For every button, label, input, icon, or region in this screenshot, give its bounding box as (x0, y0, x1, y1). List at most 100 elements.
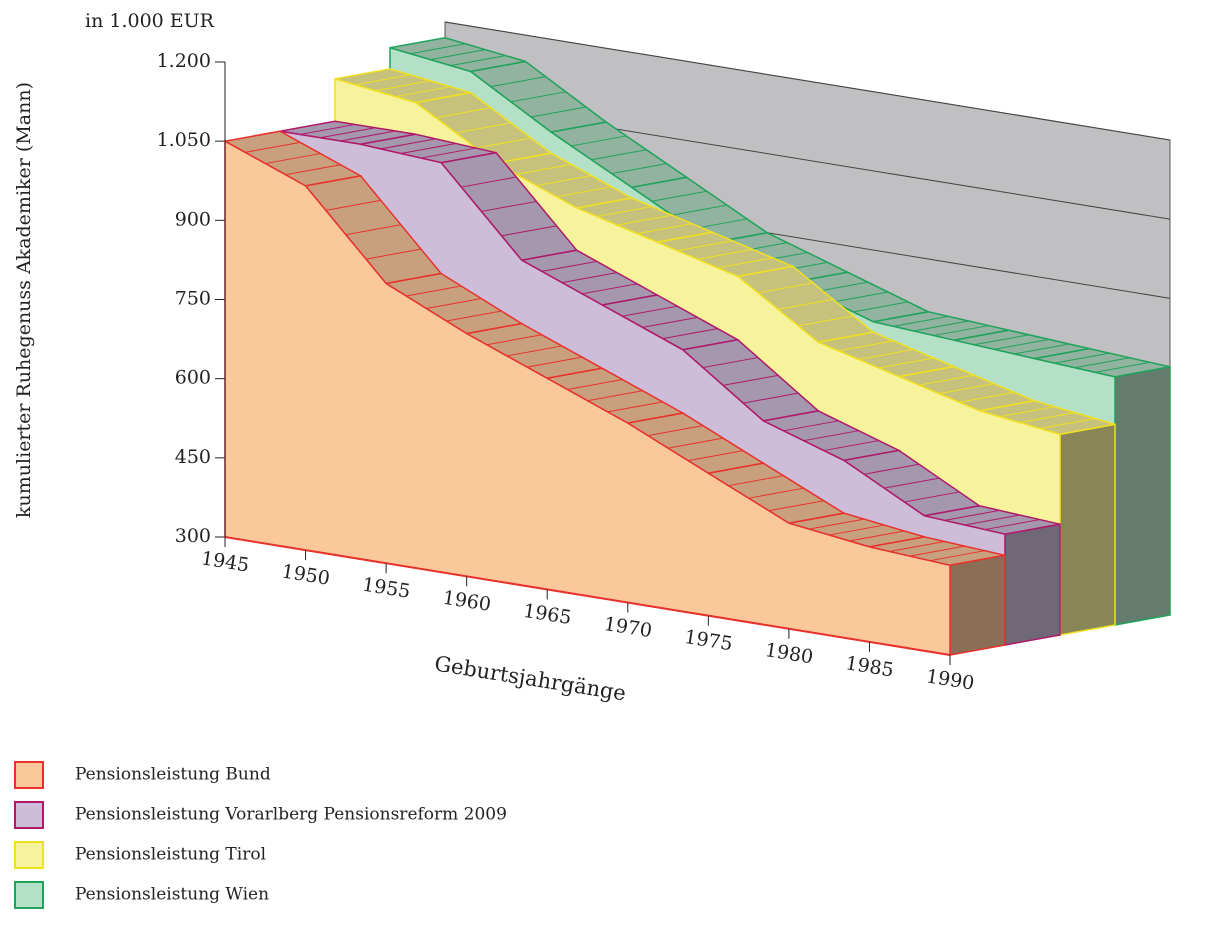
hatch (823, 440, 879, 452)
hatch (768, 500, 824, 512)
x-tick-label: 1960 (441, 587, 492, 616)
hatch (486, 334, 542, 346)
legend-label: Pensionsleistung Vorarlberg Pensionsrefo… (75, 805, 507, 825)
x-tick-label: 1955 (361, 574, 412, 603)
hatch (461, 176, 517, 188)
hatch (506, 345, 563, 357)
hatch (611, 163, 667, 175)
hatch (410, 43, 466, 55)
hatch (587, 390, 643, 402)
hatch (571, 135, 627, 147)
hatch (909, 545, 965, 557)
hatch (636, 223, 693, 235)
unit-label: in 1.000 EUR (85, 10, 215, 32)
hatch (596, 206, 652, 218)
hatch (858, 348, 914, 360)
hatch (1094, 361, 1150, 373)
hatch (688, 450, 744, 462)
hatch (526, 356, 583, 368)
y-tick-label: 1.200 (157, 50, 211, 72)
hatch (702, 357, 759, 369)
hatch (355, 74, 411, 86)
x-axis-title: Geburtsjahrgänge (433, 652, 628, 706)
hatch (1054, 352, 1110, 364)
hatch (853, 301, 909, 313)
hatch (340, 130, 396, 142)
x-axis (224, 536, 951, 656)
hatch (642, 316, 698, 328)
y-axis-title: kumulierter Ruhegenuss Akademiker (Mann) (13, 82, 35, 518)
hatch (677, 240, 733, 252)
hatch (838, 340, 894, 352)
hatch (667, 437, 724, 449)
hatch (616, 214, 673, 226)
hatch (501, 225, 557, 237)
side-face (1004, 523, 1061, 646)
hatch (581, 283, 638, 295)
hatch (889, 540, 945, 552)
legend-swatch (14, 761, 44, 789)
hatch (567, 379, 623, 391)
x-tick-label: 1970 (602, 613, 653, 642)
x-tick-label: 1985 (844, 652, 895, 681)
legend-label: Pensionsleistung Wien (75, 885, 269, 905)
hatch (430, 49, 486, 61)
hatch (944, 509, 1000, 521)
hatch (450, 55, 506, 67)
legend-swatch (14, 881, 44, 909)
hatch (651, 190, 707, 202)
hatch (893, 315, 949, 327)
hatch (325, 199, 381, 211)
hatch (878, 357, 934, 369)
side-face (1059, 423, 1116, 636)
hatch (964, 514, 1020, 526)
hatch (798, 315, 854, 327)
hatch (541, 260, 597, 272)
x-tick-label: 1945 (200, 547, 251, 576)
hatch (994, 338, 1050, 350)
x-tick-label: 1990 (925, 665, 976, 694)
hatch (380, 138, 436, 150)
hatch (913, 320, 969, 332)
area (224, 139, 951, 656)
side-face (1114, 366, 1171, 626)
hatch (320, 127, 376, 139)
y-tick-label: 600 (175, 367, 211, 389)
hatch (426, 298, 482, 310)
hatch (420, 147, 477, 159)
hatch (973, 334, 1030, 346)
hatch (984, 519, 1040, 531)
legend-swatch (14, 801, 44, 829)
hatch (395, 86, 451, 98)
hatch (939, 383, 995, 395)
hatch (757, 282, 814, 294)
hatch (697, 248, 753, 260)
hatch (717, 257, 773, 269)
x-tick-label: 1965 (522, 600, 573, 629)
grid-line (444, 21, 1171, 141)
hatch (265, 153, 321, 165)
hatch (516, 163, 572, 175)
hatch (481, 200, 537, 212)
x-tick-label: 1975 (683, 626, 734, 655)
side-face (949, 554, 1006, 656)
hatch (728, 475, 784, 487)
hatch (455, 122, 511, 134)
hatch (829, 524, 885, 536)
hatch (671, 204, 728, 216)
hatch (959, 391, 1015, 403)
hatch (365, 248, 422, 260)
hatch (285, 164, 341, 176)
legend-label: Pensionsleistung Bund (75, 765, 271, 785)
y-tick-label: 1.050 (157, 129, 211, 151)
y-tick-label: 300 (175, 525, 211, 547)
hatch (622, 305, 678, 317)
y-tick-label: 900 (175, 208, 211, 230)
hatch (556, 186, 612, 198)
hatch (832, 291, 889, 303)
hatch (561, 272, 618, 284)
hatch (803, 430, 859, 442)
hatch (1074, 357, 1130, 369)
hatch (662, 328, 718, 340)
